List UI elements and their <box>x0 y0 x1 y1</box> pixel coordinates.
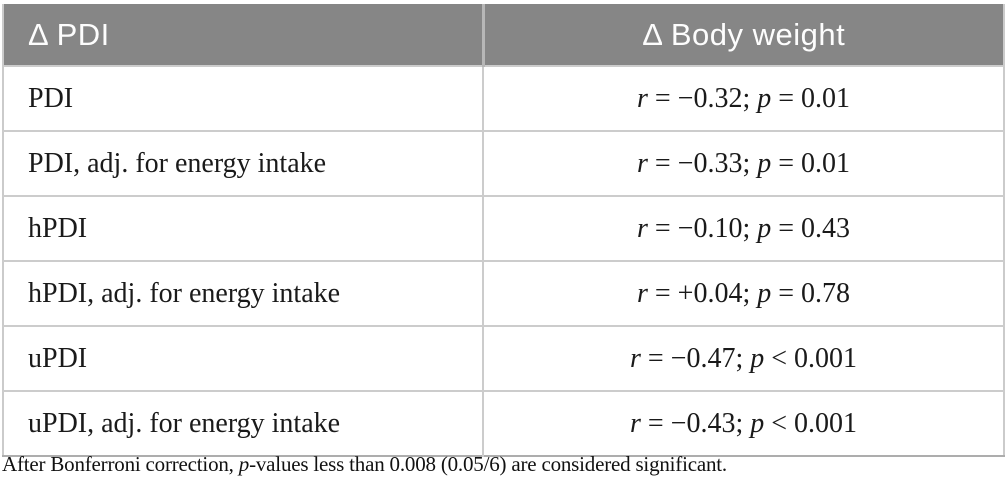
table-header-row: Δ PDI Δ Body weight <box>3 4 1004 66</box>
row-label-hpdi-adj: hPDI, adj. for energy intake <box>3 260 484 326</box>
footnote-prefix: After Bonferroni correction, <box>2 452 239 476</box>
row-value: r = −0.47; p < 0.001 <box>483 325 1004 391</box>
row-value: r = −0.33; p = 0.01 <box>483 130 1004 196</box>
p-symbol: p <box>750 407 765 439</box>
r-symbol: r <box>636 147 648 179</box>
p-value: = 0.78 <box>771 277 851 309</box>
p-value: = 0.01 <box>771 147 851 179</box>
r-value: = −0.33; <box>647 147 758 179</box>
row-value: r = −0.10; p = 0.43 <box>483 195 1004 261</box>
p-symbol: p <box>757 277 772 309</box>
row-label-pdi-adj: PDI, adj. for energy intake <box>3 130 484 196</box>
header-cell-delta-pdi: Δ PDI <box>3 4 485 66</box>
r-value: = −0.32; <box>647 82 758 114</box>
correlation-table: Δ PDI Δ Body weight PDI r = −0.32; p = 0… <box>2 4 1005 457</box>
row-label-hpdi: hPDI <box>3 195 484 261</box>
p-value: = 0.01 <box>771 82 851 114</box>
row-value: r = +0.04; p = 0.78 <box>483 260 1004 326</box>
row-label-pdi: PDI <box>3 65 484 131</box>
p-value: < 0.001 <box>764 407 858 439</box>
table-row: uPDI r = −0.47; p < 0.001 <box>3 325 1004 391</box>
row-label-updi: uPDI <box>3 325 484 391</box>
table-row: hPDI r = −0.10; p = 0.43 <box>3 195 1004 261</box>
r-value: = +0.04; <box>647 277 758 309</box>
r-value: = −0.47; <box>640 342 751 374</box>
header-cell-delta-body-weight: Δ Body weight <box>483 4 1004 66</box>
p-value: < 0.001 <box>764 342 858 374</box>
table-footnote: After Bonferroni correction, p-values le… <box>2 452 727 477</box>
table-row: PDI r = −0.32; p = 0.01 <box>3 65 1004 131</box>
table-row: hPDI, adj. for energy intake r = +0.04; … <box>3 260 1004 326</box>
row-value: r = −0.32; p = 0.01 <box>483 65 1004 131</box>
r-value: = −0.10; <box>647 212 758 244</box>
r-symbol: r <box>636 277 648 309</box>
r-symbol: r <box>629 342 641 374</box>
p-symbol: p <box>757 82 772 114</box>
r-symbol: r <box>636 212 648 244</box>
row-label-updi-adj: uPDI, adj. for energy intake <box>3 390 484 456</box>
table-row: PDI, adj. for energy intake r = −0.33; p… <box>3 130 1004 196</box>
r-symbol: r <box>636 82 648 114</box>
r-value: = −0.43; <box>640 407 751 439</box>
footnote-suffix: -values less than 0.008 (0.05/6) are con… <box>249 452 727 476</box>
row-value: r = −0.43; p < 0.001 <box>483 390 1004 456</box>
p-value: = 0.43 <box>771 212 851 244</box>
p-symbol: p <box>757 212 772 244</box>
table-row: uPDI, adj. for energy intake r = −0.43; … <box>3 390 1004 456</box>
p-symbol: p <box>757 147 772 179</box>
footnote-p-symbol: p <box>238 452 250 476</box>
r-symbol: r <box>629 407 641 439</box>
p-symbol: p <box>750 342 765 374</box>
